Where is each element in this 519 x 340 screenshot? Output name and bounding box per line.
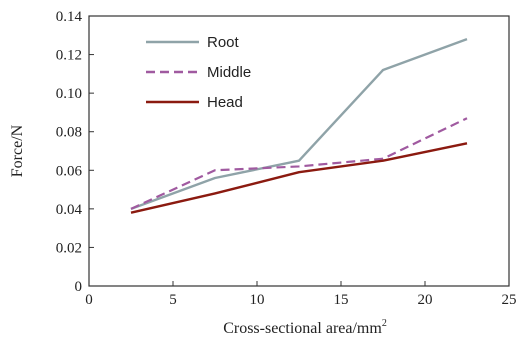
x-tick-label: 10 — [250, 292, 265, 308]
x-axis-title-superscript: 2 — [382, 318, 387, 329]
x-tick-label: 25 — [502, 292, 517, 308]
y-axis-title: Force/N — [9, 124, 26, 177]
y-tick-label: 0.08 — [56, 125, 82, 141]
y-tick-label: 0.02 — [56, 240, 82, 256]
x-axis-title: Cross-sectional area/mm2 — [223, 318, 387, 337]
series-line-head — [130, 142, 468, 214]
series-lines — [130, 38, 468, 214]
legend-label-root: Root — [207, 34, 240, 51]
plot-frame — [88, 15, 510, 287]
x-tick-label: 15 — [334, 292, 349, 308]
x-tick-label: 5 — [169, 292, 177, 308]
x-tick-label: 0 — [85, 292, 93, 308]
y-tick-label: 0.14 — [56, 9, 83, 25]
y-tick-label: 0.12 — [56, 48, 82, 64]
y-tick-label: 0.06 — [56, 163, 83, 179]
axes: 0 5 10 15 20 25 0 0.02 0.04 0.06 0.08 0.10 0.12 0.14 — [56, 9, 517, 308]
y-tick-label: 0.10 — [56, 86, 82, 102]
y-tick-label: 0 — [75, 279, 83, 295]
legend-label-middle: Middle — [207, 64, 251, 81]
legend: Root Middle Head — [146, 34, 251, 111]
series-line-middle — [130, 117, 468, 210]
y-tick-label: 0.04 — [56, 202, 83, 218]
x-tick-label: 20 — [418, 292, 433, 308]
series-line-root — [130, 38, 468, 210]
legend-label-head: Head — [207, 94, 243, 111]
